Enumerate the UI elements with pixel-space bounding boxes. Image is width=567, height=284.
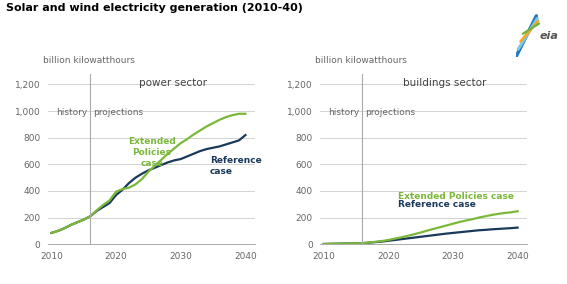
Text: buildings sector: buildings sector xyxy=(403,78,486,88)
Text: projections: projections xyxy=(365,108,415,117)
Text: Extended Policies case: Extended Policies case xyxy=(398,193,514,201)
Text: Solar and wind electricity generation (2010-40): Solar and wind electricity generation (2… xyxy=(6,3,303,13)
Text: projections: projections xyxy=(93,108,143,117)
Text: billion kilowatthours: billion kilowatthours xyxy=(43,56,134,65)
Text: Reference case: Reference case xyxy=(398,200,476,209)
Text: Reference
case: Reference case xyxy=(210,156,261,176)
Text: eia: eia xyxy=(540,31,558,41)
Text: Extended
Policies
case: Extended Policies case xyxy=(128,137,176,168)
Text: billion kilowatthours: billion kilowatthours xyxy=(315,56,407,65)
Text: history: history xyxy=(56,108,88,117)
Text: power sector: power sector xyxy=(139,78,207,88)
Text: history: history xyxy=(328,108,360,117)
